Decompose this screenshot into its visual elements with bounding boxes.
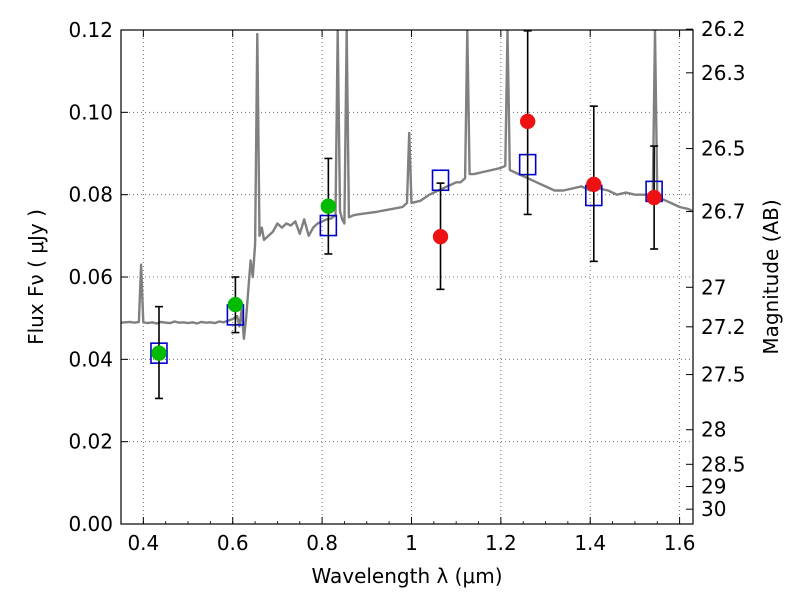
y2-tick-label: 29 — [701, 475, 726, 499]
x-axis-label: Wavelength λ (μm) — [311, 564, 502, 588]
x-tick-label: 0.4 — [127, 531, 159, 555]
y2-tick-label: 26.5 — [701, 137, 746, 161]
y-tick-label: 0.00 — [68, 512, 113, 536]
clipped-plot-group — [121, 30, 693, 400]
observed-point — [519, 113, 536, 130]
plot-frame — [120, 29, 694, 525]
y2-tick-label: 26.3 — [701, 61, 746, 85]
y2-tick-label: 27.5 — [701, 363, 746, 387]
x-tick-label: 0.6 — [217, 531, 249, 555]
y2-tick-label: 26.7 — [701, 200, 746, 224]
observed-point — [227, 296, 244, 313]
y-tick-label: 0.02 — [68, 430, 113, 454]
observed-point — [432, 228, 449, 245]
observed-point — [320, 198, 337, 214]
grid-lines — [121, 29, 693, 525]
y2-tick-label: 26.2 — [701, 17, 746, 41]
tick-labels: 0.4 0.6 0.8 1 1.2 1.4 1.6 0.00 0.02 0.04 0.06 0.08 0… — [68, 17, 745, 555]
x-tick-label: 1.2 — [485, 531, 517, 555]
observed-point — [151, 345, 167, 361]
model-spectrum-line — [121, 30, 693, 340]
y-tick-label: 0.04 — [68, 347, 113, 371]
axis-ticks — [120, 28, 693, 525]
y2-tick-label: 27.2 — [701, 315, 746, 339]
observed-point — [586, 176, 602, 193]
x-tick-label: 1.4 — [574, 531, 606, 555]
x-tick-label: 1 — [405, 531, 418, 555]
plot-area — [121, 30, 693, 400]
x-tick-label: 0.8 — [306, 531, 338, 555]
y-tick-label: 0.08 — [68, 183, 113, 207]
y2-tick-label: 27 — [701, 275, 726, 299]
y2-tick-label: 30 — [701, 497, 726, 521]
y2-axis-label: Magnitude (AB) — [759, 199, 783, 354]
x-tick-label: 1.6 — [664, 531, 696, 555]
y2-tick-label: 28 — [701, 418, 726, 442]
y-tick-label: 0.12 — [68, 18, 113, 42]
y-tick-label: 0.10 — [68, 100, 113, 124]
y-tick-label: 0.06 — [68, 265, 113, 289]
y-axis-label: Flux Fν ( μJy ) — [24, 209, 48, 345]
y2-tick-label: 28.5 — [701, 452, 746, 476]
observed-point — [646, 189, 662, 206]
